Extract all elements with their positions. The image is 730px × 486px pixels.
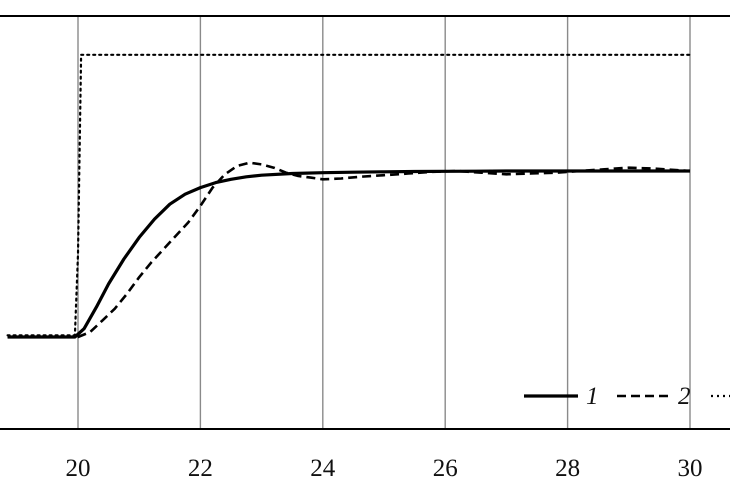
series-line-2 (7, 161, 691, 339)
x-tick-label-28: 28 (555, 455, 580, 482)
legend-label-1: 1 (586, 383, 599, 410)
x-tick-label-26: 26 (433, 455, 458, 482)
legend-label-2: 2 (678, 383, 691, 410)
series-layer (6, 53, 692, 339)
grid-lines (77, 16, 691, 429)
series-line-3 (6, 53, 692, 337)
x-tick-label-30: 30 (678, 455, 703, 482)
x-tick-labels: 20 22 24 26 28 30 (66, 455, 703, 482)
x-tick-label-24: 24 (310, 455, 336, 482)
x-tick-label-22: 22 (188, 455, 213, 482)
x-tick-label-20: 20 (66, 455, 91, 482)
series-line-1 (7, 169, 690, 339)
